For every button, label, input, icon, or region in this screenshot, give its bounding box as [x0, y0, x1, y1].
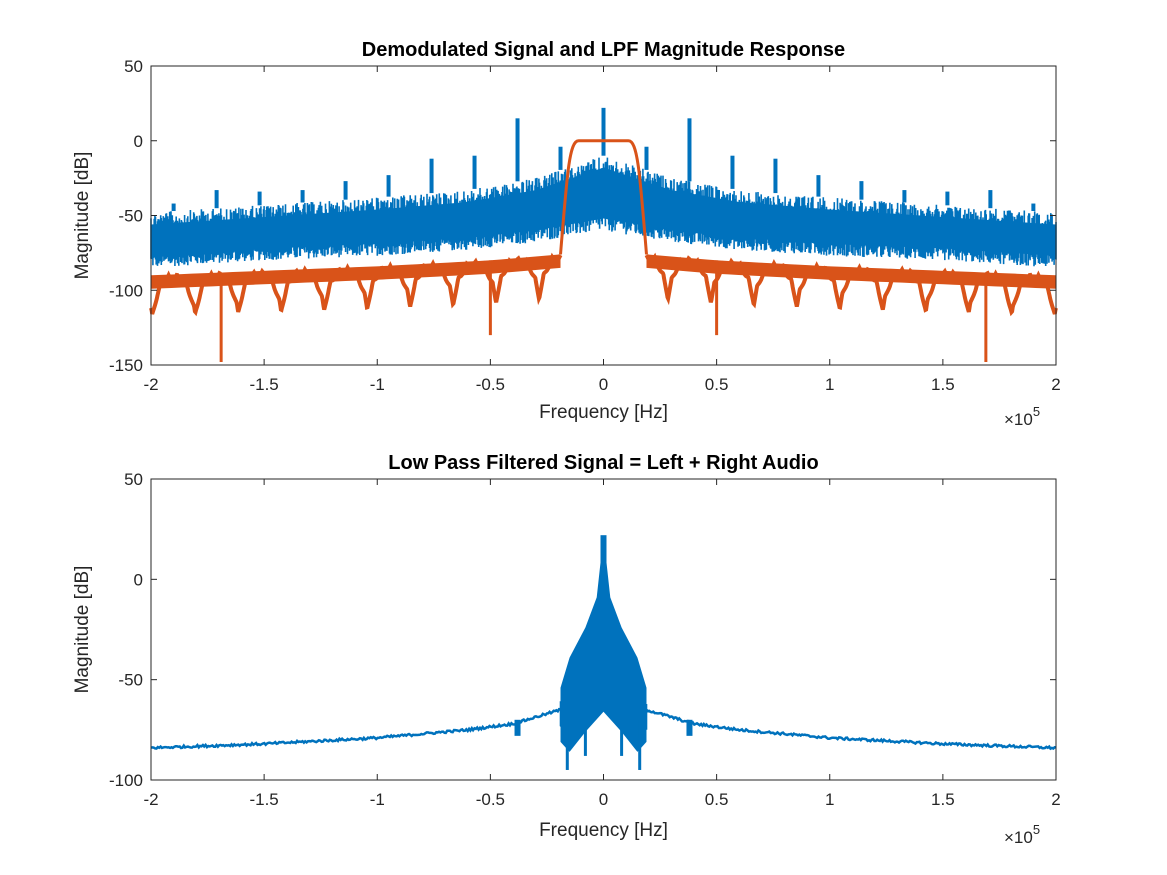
bottom-ticks: -2 -1.5 -1 -0.5 0 0.5 1 1.5 2 -100 -50 0 50 — [109, 470, 1061, 809]
top-series-demodulated-signal-peak — [429, 158, 434, 194]
top-series-demodulated-signal-peak — [816, 175, 821, 197]
bottom-x-axis-label: Frequency [Hz] — [539, 820, 668, 841]
top-ticks: -2 -1.5 -1 -0.5 0 0.5 1 1.5 2 -150 -100 -50 0 50 — [109, 57, 1061, 394]
top-x-tick-label: 2 — [1051, 375, 1060, 394]
top-series-demodulated-signal-peak — [1031, 203, 1036, 212]
top-x-tick-label: 1.5 — [931, 375, 955, 394]
bottom-x-tick-label: -1 — [370, 790, 385, 809]
top-series-demodulated-signal-peak — [902, 190, 907, 203]
top-series-demodulated-signal-peak — [472, 155, 477, 189]
top-series-demodulated-signal-body — [151, 167, 1056, 256]
bottom-x-tick-label: 0 — [599, 790, 608, 809]
bottom-series-low-pass-filtered-signal-baseline-left — [150, 707, 561, 750]
top-data-layer — [149, 107, 1058, 363]
bottom-x-exponent: ×105 — [1004, 822, 1040, 847]
top-series-demodulated-signal-peak — [214, 190, 219, 209]
top-series-demodulated-signal-peak — [558, 146, 563, 170]
bottom-series-low-pass-filtered-signal-baseline-right — [645, 708, 1057, 751]
bottom-y-tick-label: 50 — [124, 470, 143, 489]
bottom-x-tick-label: 1.5 — [931, 790, 955, 809]
top-y-tick-label: -50 — [118, 207, 143, 226]
top-series-demodulated-signal-peak — [988, 190, 993, 209]
bottom-axes: -2 -1.5 -1 -0.5 0 0.5 1 1.5 2 -100 -50 0 50 Low Pass… — [72, 452, 1061, 847]
top-x-tick-label: -1.5 — [249, 375, 278, 394]
bottom-y-axis-label: Magnitude [dB] — [72, 566, 93, 694]
top-series-demodulated-signal-peak — [687, 118, 692, 182]
bottom-y-tick-label: 0 — [134, 570, 143, 589]
top-x-tick-label: -2 — [143, 375, 158, 394]
top-series-demodulated-signal-peak — [515, 118, 520, 182]
bottom-x-tick-label: -2 — [143, 790, 158, 809]
top-series-demodulated-signal-peak — [257, 191, 262, 206]
bottom-x-tick-label: -0.5 — [476, 790, 505, 809]
bottom-x-tick-label: 0.5 — [705, 790, 729, 809]
top-x-tick-label: 0 — [599, 375, 608, 394]
top-series-demodulated-signal-peak — [601, 107, 606, 156]
top-series-demodulated-signal-peak — [300, 190, 305, 203]
bottom-series-low-pass-filtered-signal-bump — [686, 719, 693, 736]
top-series-demodulated-signal-peak — [859, 181, 864, 200]
top-series-demodulated-signal-peak — [343, 181, 348, 200]
top-series-lpf-magnitude-response-stopband-fill-right — [646, 254, 1056, 289]
bottom-series-low-pass-filtered-signal-bump — [514, 719, 521, 736]
top-x-tick-label: -1 — [370, 375, 385, 394]
top-x-exponent-base: ×10 — [1004, 410, 1033, 429]
top-series-demodulated-signal-peak — [730, 155, 735, 189]
top-axes: -2 -1.5 -1 -0.5 0 0.5 1 1.5 2 -150 -100 -50 0 50 Demo… — [72, 39, 1061, 429]
top-series-demodulated-signal-peak — [171, 203, 176, 212]
bottom-data-layer — [150, 535, 1057, 770]
bottom-series-low-pass-filtered-signal-center-peak — [600, 535, 607, 660]
top-series-demodulated-signal-peak — [773, 158, 778, 194]
top-x-tick-label: 1 — [825, 375, 834, 394]
top-x-axis-label: Frequency [Hz] — [539, 402, 668, 423]
top-x-exponent: ×105 — [1004, 404, 1040, 429]
top-series-lpf-magnitude-response-passband — [559, 139, 648, 255]
top-x-exponent-power: 5 — [1033, 404, 1040, 419]
top-series-lpf-magnitude-response-stopband-fill-left — [151, 254, 561, 289]
top-chart-title: Demodulated Signal and LPF Magnitude Res… — [362, 39, 845, 61]
top-y-axis-label: Magnitude [dB] — [72, 152, 93, 280]
top-x-tick-label: -0.5 — [476, 375, 505, 394]
bottom-x-tick-label: 2 — [1051, 790, 1060, 809]
top-series-demodulated-signal-peak — [386, 175, 391, 197]
top-y-tick-label: 0 — [134, 132, 143, 151]
bottom-y-tick-label: -100 — [109, 771, 143, 790]
bottom-chart-title: Low Pass Filtered Signal = Left + Right … — [388, 452, 818, 474]
bottom-y-tick-label: -50 — [118, 671, 143, 690]
bottom-x-exponent-power: 5 — [1033, 822, 1040, 837]
bottom-x-tick-label: 1 — [825, 790, 834, 809]
top-x-tick-label: 0.5 — [705, 375, 729, 394]
top-y-tick-label: -100 — [109, 281, 143, 300]
top-y-tick-label: 50 — [124, 57, 143, 76]
top-series-demodulated-signal-peak — [644, 146, 649, 170]
bottom-x-tick-label: -1.5 — [249, 790, 278, 809]
top-y-tick-label: -150 — [109, 356, 143, 375]
top-series-demodulated-signal-peak — [945, 191, 950, 206]
bottom-x-exponent-base: ×10 — [1004, 828, 1033, 847]
